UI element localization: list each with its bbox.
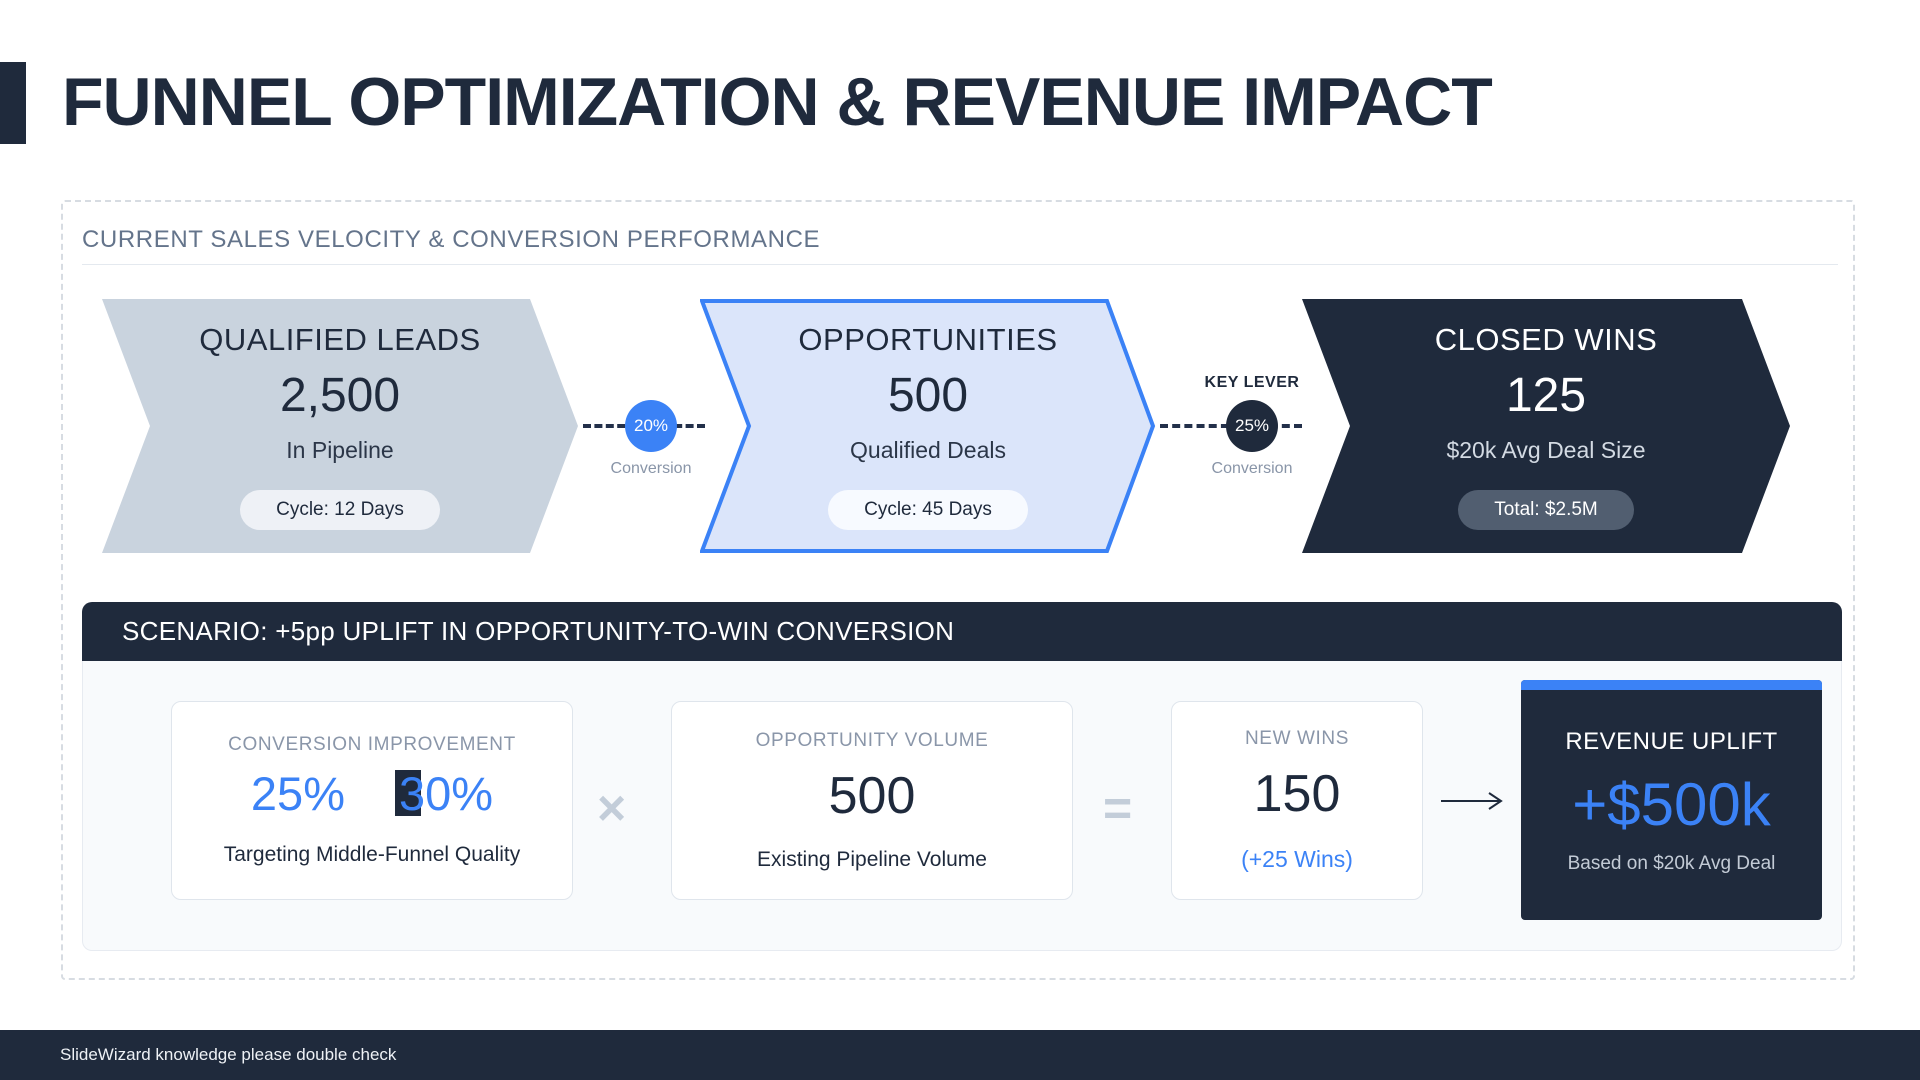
scenario-header-bar: SCENARIO: +5pp UPLIFT IN OPPORTUNITY-TO-… xyxy=(82,602,1842,661)
card-value: 150 xyxy=(1253,765,1341,823)
conversion-rate-circle: 25% xyxy=(1226,400,1278,452)
funnel-stage-qualified-leads: QUALIFIED LEADS 2,500 In Pipeline Cycle:… xyxy=(102,299,578,553)
funnel-stage-closed-wins: CLOSED WINS 125 $20k Avg Deal Size Total… xyxy=(1302,299,1790,553)
stage-value: 2,500 xyxy=(279,369,401,422)
chevron-shape-dark xyxy=(1302,299,1790,553)
footer-bar: SlideWizard knowledge please double chec… xyxy=(0,1030,1920,1080)
stage-title: CLOSED WINS xyxy=(1434,322,1658,357)
stage-title: QUALIFIED LEADS xyxy=(199,322,481,357)
conversion-rate-circle: 20% xyxy=(625,400,677,452)
stage-subtitle: In Pipeline xyxy=(286,437,394,463)
uplift-accent-strip xyxy=(1521,680,1822,690)
title-accent-bar xyxy=(0,62,26,144)
stage-cycle-badge: Cycle: 12 Days xyxy=(240,490,440,530)
scenario-panel: CONVERSION IMPROVEMENT 25% 30% Targeting… xyxy=(82,661,1842,951)
card-new-wins: NEW WINS 150 (+25 Wins) xyxy=(1171,701,1423,900)
chevron-shape-blue-outline xyxy=(700,299,1156,553)
card-opportunity-volume: OPPORTUNITY VOLUME 500 Existing Pipeline… xyxy=(671,701,1073,900)
equals-operator: = xyxy=(1103,780,1133,836)
stage-title: OPPORTUNITIES xyxy=(798,322,1058,357)
multiply-operator: × xyxy=(597,780,627,836)
stage-subtitle: Qualified Deals xyxy=(850,437,1006,463)
card-revenue-uplift: REVENUE UPLIFT +$500k Based on $20k Avg … xyxy=(1521,680,1822,920)
stage-value: 125 xyxy=(1505,369,1587,422)
card-note: Targeting Middle-Funnel Quality xyxy=(223,843,521,866)
section-divider xyxy=(82,264,1838,265)
stage-total-badge: Total: $2.5M xyxy=(1458,490,1634,530)
card-label: REVENUE UPLIFT xyxy=(1565,727,1778,755)
stage-value: 500 xyxy=(887,369,969,422)
chevron-shape-gray xyxy=(102,299,578,553)
footer-note: SlideWizard knowledge please double chec… xyxy=(60,1045,397,1064)
key-lever-tag: KEY LEVER xyxy=(1204,374,1300,391)
content-container: CURRENT SALES VELOCITY & CONVERSION PERF… xyxy=(61,200,1855,980)
funnel-stage-opportunities: OPPORTUNITIES 500 Qualified Deals Cycle:… xyxy=(700,299,1156,553)
page-title: FUNNEL OPTIMIZATION & REVENUE IMPACT xyxy=(62,64,1493,140)
card-note: Based on $20k Avg Deal xyxy=(1567,852,1776,874)
card-note: Existing Pipeline Volume xyxy=(757,847,987,871)
card-value: +$500k xyxy=(1572,770,1771,838)
right-arrow-icon xyxy=(1441,792,1503,810)
card-label: OPPORTUNITY VOLUME xyxy=(755,729,989,751)
improvement-value-from: 25% xyxy=(250,767,345,820)
card-note: (+25 Wins) xyxy=(1241,846,1353,872)
section-heading: CURRENT SALES VELOCITY & CONVERSION PERF… xyxy=(82,226,821,253)
text-edit-cursor xyxy=(395,770,421,816)
stage-cycle-badge: Cycle: 45 Days xyxy=(828,490,1028,530)
card-conversion-improvement: CONVERSION IMPROVEMENT 25% 30% Targeting… xyxy=(171,701,573,900)
conversion-label: Conversion xyxy=(610,460,692,477)
conversion-label: Conversion xyxy=(1211,460,1293,477)
card-value: 500 xyxy=(828,766,916,825)
improvement-values: 25% 30% xyxy=(251,766,493,821)
card-label: CONVERSION IMPROVEMENT xyxy=(228,734,516,755)
conversion-rate: 25% xyxy=(1234,416,1270,435)
scenario-header-text: SCENARIO: +5pp UPLIFT IN OPPORTUNITY-TO-… xyxy=(122,616,955,646)
conversion-rate: 20% xyxy=(633,416,669,435)
stage-subtitle: $20k Avg Deal Size xyxy=(1446,437,1646,463)
improvement-value-to[interactable]: 30% xyxy=(395,766,493,821)
card-label: NEW WINS xyxy=(1244,728,1349,749)
